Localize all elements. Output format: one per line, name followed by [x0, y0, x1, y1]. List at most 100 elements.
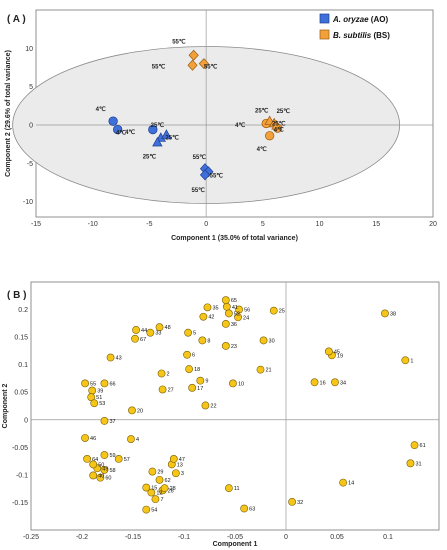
- panel-b-point-label-11: 11: [234, 486, 240, 492]
- panel-b-y-tick: 0.1: [18, 362, 28, 369]
- panel-b-point-label-29: 29: [157, 470, 163, 476]
- panel-b-point-65: [221, 296, 230, 305]
- panel-a-point-label-4: 25℃: [165, 134, 179, 141]
- panel-a-point-label-7: 55℃: [210, 173, 224, 180]
- panel-b-point-label-27: 27: [168, 387, 174, 393]
- panel-b-y-tick: -0.05: [12, 445, 28, 452]
- panel-b-point-label-18: 18: [194, 367, 200, 373]
- panel-b-point-10: [229, 379, 237, 388]
- panel-a-x-tick: 15: [372, 221, 380, 228]
- panel-b-x-tick: 0: [284, 534, 288, 541]
- panel-b-y-tick: 0: [24, 417, 28, 424]
- legend-swatch-bs: [319, 29, 330, 40]
- panel-b-point-label-46: 46: [90, 436, 96, 442]
- panel-b-point-label-34: 34: [340, 380, 346, 386]
- panel-a-point-ao-circle-0: [108, 116, 118, 126]
- panel-b-point-55: [81, 379, 89, 388]
- panel-a-point-label-16: 25℃: [277, 108, 291, 115]
- panel-b-point-20: [128, 406, 136, 415]
- panel-a-y-tick: -10: [23, 199, 33, 206]
- panel-b-point-label-58: 58: [109, 468, 115, 474]
- panel-b-point-33: [146, 328, 155, 337]
- panel-b-point-label-52: 52: [234, 311, 240, 317]
- panel-b-frame: [30, 281, 440, 531]
- panel-b: ( B ) -0.25 -0.2 -0.15 -0.1 -0.05 0 0.05 0.1-0.…: [2, 281, 440, 548]
- panel-b-point-label-19: 19: [337, 353, 343, 359]
- panel-b-point-label-32: 32: [297, 500, 303, 506]
- panel-b-point-label-8: 8: [207, 338, 210, 344]
- panel-a-point-ao-circle-1: [113, 124, 123, 135]
- panel-b-point-37: [100, 416, 109, 425]
- panel-b-point-40: [89, 471, 98, 480]
- panel-b-point-label-40: 40: [98, 473, 104, 479]
- panel-b-point-label-2: 2: [167, 371, 170, 377]
- panel-b-point-label-60: 60: [105, 476, 111, 482]
- panel-a-point-ao-diamond-8: [199, 169, 211, 181]
- panel-b-point-label-47: 47: [179, 457, 185, 463]
- panel-b-point-12: [147, 488, 156, 497]
- panel-b-point-11: [224, 484, 233, 493]
- panel-b-x-axis-label: Component 1: [213, 541, 258, 548]
- panel-b-point-32: [288, 497, 297, 506]
- panel-b-point-8: [198, 336, 207, 345]
- panel-b-point-27: [158, 385, 167, 394]
- panel-b-point-label-42: 42: [208, 315, 214, 321]
- panel-b-point-label-59: 59: [109, 453, 115, 459]
- panel-a-point-label-13: 4℃: [257, 146, 267, 153]
- panel-b-y-tick: 0.2: [18, 307, 28, 314]
- panel-b-point-label-15: 15: [151, 486, 157, 492]
- panel-b-point-39: [88, 386, 97, 395]
- panel-b-point-label-21: 21: [266, 368, 272, 374]
- panel-b-point-label-61: 61: [420, 443, 426, 449]
- panel-b-point-label-54: 54: [151, 508, 157, 514]
- panel-b-point-label-62: 62: [165, 478, 171, 484]
- panel-a-point-label-6: 55℃: [193, 154, 207, 161]
- legend-abbr-bs: (BS): [371, 31, 390, 40]
- panel-b-point-59: [100, 451, 109, 459]
- panel-b-point-22: [201, 401, 210, 410]
- panel-b-y-tick: 0.05: [14, 390, 28, 397]
- panel-b-label: ( B ): [7, 290, 26, 301]
- panel-a-point-label-9: 55℃: [172, 38, 186, 45]
- panel-b-point-label-24: 24: [243, 315, 249, 321]
- panel-a-x-tick: -10: [88, 221, 98, 228]
- panel-a-point-label-11: 55℃: [204, 64, 218, 71]
- panel-b-point-label-38: 38: [390, 311, 396, 317]
- panel-b-point-label-9: 9: [205, 379, 208, 385]
- panel-b-point-51: [87, 393, 96, 402]
- panel-b-point-label-49: 49: [102, 466, 108, 472]
- panel-b-point-50: [89, 460, 98, 469]
- panel-a-x-tick: 20: [429, 221, 437, 228]
- panel-b-point-label-41: 41: [232, 305, 238, 311]
- panel-a-point-ao-triangle-4: [161, 129, 172, 139]
- panel-b-point-2: [157, 369, 166, 378]
- panel-a-point-bs-diamond-11: [198, 58, 209, 70]
- panel-b-point-57: [114, 455, 123, 463]
- panel-b-point-31: [406, 459, 415, 468]
- panel-b-point-label-53: 53: [99, 401, 105, 407]
- legend-species-ao: A. oryzae: [332, 15, 369, 24]
- panel-b-point-60: [96, 473, 105, 482]
- panel-b-point-67: [131, 334, 139, 343]
- panel-a-point-label-3: 25℃: [151, 122, 165, 129]
- panel-a-legend: A. oryzae (AO) B. subtilis (BS): [319, 13, 390, 40]
- panel-b-point-label-57: 57: [124, 457, 130, 463]
- panel-a-y-tick: 5: [29, 84, 33, 91]
- svg-text:B. subtilis (BS): B. subtilis (BS): [333, 31, 390, 40]
- panel-a-x-tick: -5: [146, 221, 152, 228]
- panel-b-x-tick: 0.05: [330, 534, 344, 541]
- panel-b-point-42: [199, 312, 208, 321]
- panel-b-point-9: [196, 376, 205, 385]
- panel-b-point-53: [90, 399, 99, 408]
- panel-b-point-label-43: 43: [116, 356, 122, 362]
- panel-a-point-label-14: 4℃: [274, 127, 284, 134]
- panel-b-point-label-4: 4: [136, 437, 139, 443]
- panel-b-x-tick: -0.15: [125, 534, 141, 541]
- panel-b-point-label-6: 6: [192, 353, 195, 359]
- panel-b-x-tick: -0.05: [227, 534, 243, 541]
- panel-b-x-tick: -0.25: [23, 534, 39, 541]
- panel-b-point-label-23: 23: [231, 344, 237, 350]
- panel-b-point-label-51: 51: [96, 395, 102, 401]
- panel-a-point-bs-diamond-9: [188, 49, 199, 61]
